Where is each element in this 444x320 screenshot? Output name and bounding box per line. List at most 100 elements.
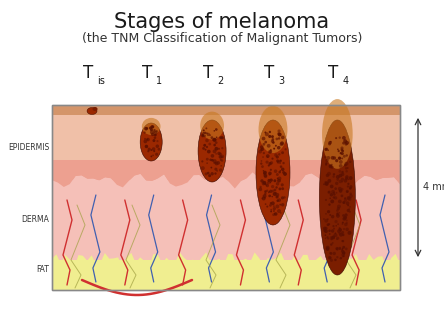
Ellipse shape: [329, 214, 331, 216]
Ellipse shape: [330, 259, 333, 262]
Ellipse shape: [150, 128, 153, 131]
Ellipse shape: [216, 170, 218, 172]
Ellipse shape: [341, 250, 345, 253]
Ellipse shape: [219, 168, 222, 172]
Ellipse shape: [324, 148, 327, 151]
Ellipse shape: [270, 179, 273, 182]
Ellipse shape: [213, 162, 215, 164]
Ellipse shape: [258, 188, 262, 191]
Ellipse shape: [155, 130, 158, 132]
Ellipse shape: [275, 138, 278, 140]
Ellipse shape: [330, 185, 333, 188]
Ellipse shape: [281, 203, 285, 206]
Ellipse shape: [327, 149, 329, 151]
Ellipse shape: [339, 233, 343, 237]
Ellipse shape: [324, 156, 327, 158]
Ellipse shape: [215, 128, 218, 131]
Ellipse shape: [342, 248, 343, 249]
Ellipse shape: [213, 138, 216, 142]
Ellipse shape: [277, 199, 279, 202]
Ellipse shape: [342, 222, 344, 224]
Ellipse shape: [273, 205, 275, 207]
Ellipse shape: [345, 220, 348, 221]
Ellipse shape: [329, 164, 333, 168]
Ellipse shape: [279, 160, 281, 163]
Ellipse shape: [345, 170, 348, 172]
Ellipse shape: [281, 183, 284, 187]
Text: EPIDERMIS: EPIDERMIS: [8, 143, 49, 152]
Ellipse shape: [328, 223, 330, 225]
Ellipse shape: [270, 202, 272, 204]
Ellipse shape: [217, 152, 221, 155]
Ellipse shape: [220, 155, 224, 158]
Text: 2: 2: [217, 76, 223, 86]
Ellipse shape: [221, 147, 223, 149]
Ellipse shape: [335, 159, 338, 162]
Ellipse shape: [328, 256, 332, 260]
Ellipse shape: [349, 208, 350, 210]
Ellipse shape: [271, 201, 275, 205]
Text: T: T: [264, 64, 274, 82]
Ellipse shape: [349, 161, 352, 163]
Ellipse shape: [266, 205, 268, 208]
Ellipse shape: [270, 169, 272, 171]
Ellipse shape: [341, 240, 343, 242]
Ellipse shape: [326, 181, 329, 184]
Ellipse shape: [341, 149, 344, 152]
Ellipse shape: [341, 173, 345, 176]
Ellipse shape: [265, 132, 266, 133]
Ellipse shape: [274, 212, 278, 216]
Ellipse shape: [278, 198, 281, 202]
Ellipse shape: [336, 256, 339, 258]
Ellipse shape: [338, 200, 342, 203]
Ellipse shape: [266, 184, 269, 187]
Ellipse shape: [277, 161, 280, 164]
Ellipse shape: [208, 174, 211, 177]
Text: FAT: FAT: [36, 265, 49, 274]
Ellipse shape: [155, 144, 159, 148]
Ellipse shape: [203, 135, 206, 137]
Ellipse shape: [326, 236, 329, 238]
Ellipse shape: [344, 179, 347, 183]
Ellipse shape: [261, 160, 262, 162]
Ellipse shape: [332, 235, 335, 238]
Ellipse shape: [328, 141, 332, 144]
Ellipse shape: [281, 136, 285, 139]
Ellipse shape: [333, 192, 335, 194]
Ellipse shape: [213, 138, 217, 142]
Ellipse shape: [333, 228, 335, 230]
Ellipse shape: [343, 155, 346, 158]
Ellipse shape: [326, 174, 329, 177]
Text: 4 mm: 4 mm: [423, 182, 444, 193]
Ellipse shape: [201, 160, 203, 163]
Ellipse shape: [338, 170, 341, 173]
Bar: [52, 105, 400, 115]
Ellipse shape: [266, 161, 269, 164]
Ellipse shape: [268, 195, 271, 197]
Ellipse shape: [202, 147, 205, 150]
Ellipse shape: [270, 149, 272, 151]
Ellipse shape: [341, 148, 343, 151]
Ellipse shape: [210, 136, 213, 139]
Ellipse shape: [336, 238, 338, 240]
Ellipse shape: [328, 191, 330, 194]
Ellipse shape: [339, 136, 341, 139]
Ellipse shape: [264, 193, 266, 195]
Ellipse shape: [264, 183, 266, 185]
Ellipse shape: [338, 228, 342, 232]
Ellipse shape: [274, 169, 278, 173]
Ellipse shape: [342, 217, 346, 220]
Ellipse shape: [277, 179, 281, 182]
Ellipse shape: [210, 154, 214, 158]
Ellipse shape: [344, 216, 347, 219]
Ellipse shape: [345, 154, 348, 157]
Ellipse shape: [219, 136, 222, 139]
Ellipse shape: [338, 212, 340, 213]
Ellipse shape: [325, 162, 328, 165]
Bar: [52, 180, 400, 260]
Ellipse shape: [335, 232, 336, 234]
Ellipse shape: [334, 187, 337, 190]
Ellipse shape: [330, 193, 333, 196]
Ellipse shape: [281, 168, 285, 171]
Ellipse shape: [143, 140, 147, 143]
